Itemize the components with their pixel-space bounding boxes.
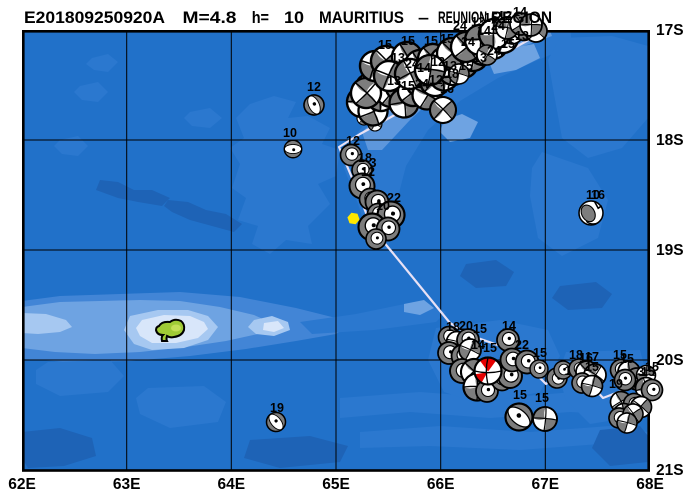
svg-text:17: 17 bbox=[585, 350, 599, 364]
svg-text:13: 13 bbox=[515, 29, 529, 43]
svg-text:18: 18 bbox=[569, 348, 583, 362]
svg-text:12: 12 bbox=[498, 9, 512, 23]
svg-text:64E: 64E bbox=[218, 476, 246, 493]
svg-text:15: 15 bbox=[401, 34, 415, 48]
svg-text:19: 19 bbox=[270, 401, 284, 415]
svg-text:24: 24 bbox=[487, 44, 501, 58]
svg-text:15: 15 bbox=[641, 365, 655, 379]
svg-text:E201809250920A: E201809250920A bbox=[24, 8, 165, 27]
svg-text:19S: 19S bbox=[656, 242, 684, 259]
svg-text:14: 14 bbox=[471, 338, 485, 352]
svg-text:15: 15 bbox=[613, 348, 627, 362]
svg-text:h=: h= bbox=[252, 8, 269, 27]
svg-text:14: 14 bbox=[417, 61, 431, 75]
svg-text:13: 13 bbox=[473, 51, 487, 65]
svg-text:15: 15 bbox=[473, 322, 487, 336]
svg-text:10: 10 bbox=[376, 199, 390, 213]
svg-text:15: 15 bbox=[424, 34, 438, 48]
svg-text:15: 15 bbox=[440, 32, 454, 46]
svg-text:REGION: REGION bbox=[491, 8, 552, 27]
svg-text:14: 14 bbox=[477, 24, 491, 38]
svg-text:24: 24 bbox=[453, 19, 467, 33]
svg-text:65E: 65E bbox=[322, 476, 350, 493]
svg-text:66E: 66E bbox=[427, 476, 455, 493]
svg-text:17S: 17S bbox=[656, 22, 684, 39]
svg-text:15: 15 bbox=[585, 360, 599, 374]
svg-text:13: 13 bbox=[443, 59, 457, 73]
svg-text:13: 13 bbox=[387, 74, 401, 88]
svg-text:15: 15 bbox=[401, 79, 415, 93]
svg-text:1: 1 bbox=[565, 364, 572, 378]
svg-text:24: 24 bbox=[491, 19, 505, 33]
svg-text:10: 10 bbox=[586, 188, 600, 202]
svg-text:15: 15 bbox=[501, 37, 515, 51]
svg-text:13: 13 bbox=[391, 51, 405, 65]
svg-text:67E: 67E bbox=[532, 476, 560, 493]
svg-text:21S: 21S bbox=[656, 462, 684, 479]
svg-text:15: 15 bbox=[513, 388, 527, 402]
svg-text:22: 22 bbox=[387, 191, 401, 205]
svg-text:15: 15 bbox=[378, 38, 392, 52]
svg-text:18S: 18S bbox=[656, 132, 684, 149]
svg-text:24: 24 bbox=[415, 77, 429, 91]
svg-text:24: 24 bbox=[461, 35, 475, 49]
svg-text:62E: 62E bbox=[8, 476, 36, 493]
svg-text:REUNION: REUNION bbox=[438, 8, 487, 27]
svg-text:12: 12 bbox=[346, 134, 360, 148]
svg-text:68E: 68E bbox=[636, 476, 664, 493]
svg-text:12: 12 bbox=[307, 80, 321, 94]
svg-text:15: 15 bbox=[484, 11, 498, 25]
svg-text:22: 22 bbox=[515, 338, 529, 352]
svg-text:15: 15 bbox=[620, 352, 634, 366]
svg-text:16: 16 bbox=[440, 82, 454, 96]
svg-text:15: 15 bbox=[483, 341, 497, 355]
svg-text:–: – bbox=[418, 8, 429, 27]
svg-text:24: 24 bbox=[405, 57, 419, 71]
svg-text:10: 10 bbox=[284, 8, 304, 27]
svg-text:M=4.8: M=4.8 bbox=[183, 8, 237, 27]
svg-text:15: 15 bbox=[535, 391, 549, 405]
svg-text:16: 16 bbox=[579, 351, 593, 365]
svg-text:15: 15 bbox=[533, 346, 547, 360]
svg-text:20: 20 bbox=[459, 319, 473, 333]
svg-text:13: 13 bbox=[471, 15, 485, 29]
svg-text:12: 12 bbox=[429, 73, 443, 87]
svg-text:12: 12 bbox=[431, 55, 445, 69]
svg-text:MAURITIUS: MAURITIUS bbox=[319, 8, 404, 27]
svg-text:19: 19 bbox=[609, 377, 623, 391]
svg-text:10: 10 bbox=[283, 126, 297, 140]
svg-text:15: 15 bbox=[645, 360, 659, 374]
svg-text:18: 18 bbox=[446, 320, 460, 334]
svg-text:63E: 63E bbox=[113, 476, 141, 493]
svg-text:18: 18 bbox=[445, 67, 459, 81]
svg-text:12: 12 bbox=[361, 165, 375, 179]
svg-text:16: 16 bbox=[591, 188, 605, 202]
svg-text:14: 14 bbox=[513, 5, 527, 19]
svg-text:15: 15 bbox=[459, 59, 473, 73]
svg-text:18: 18 bbox=[358, 151, 372, 165]
svg-text:3: 3 bbox=[638, 365, 645, 379]
svg-text:14: 14 bbox=[502, 319, 516, 333]
svg-text:20S: 20S bbox=[656, 352, 684, 369]
svg-text:3: 3 bbox=[370, 156, 377, 170]
